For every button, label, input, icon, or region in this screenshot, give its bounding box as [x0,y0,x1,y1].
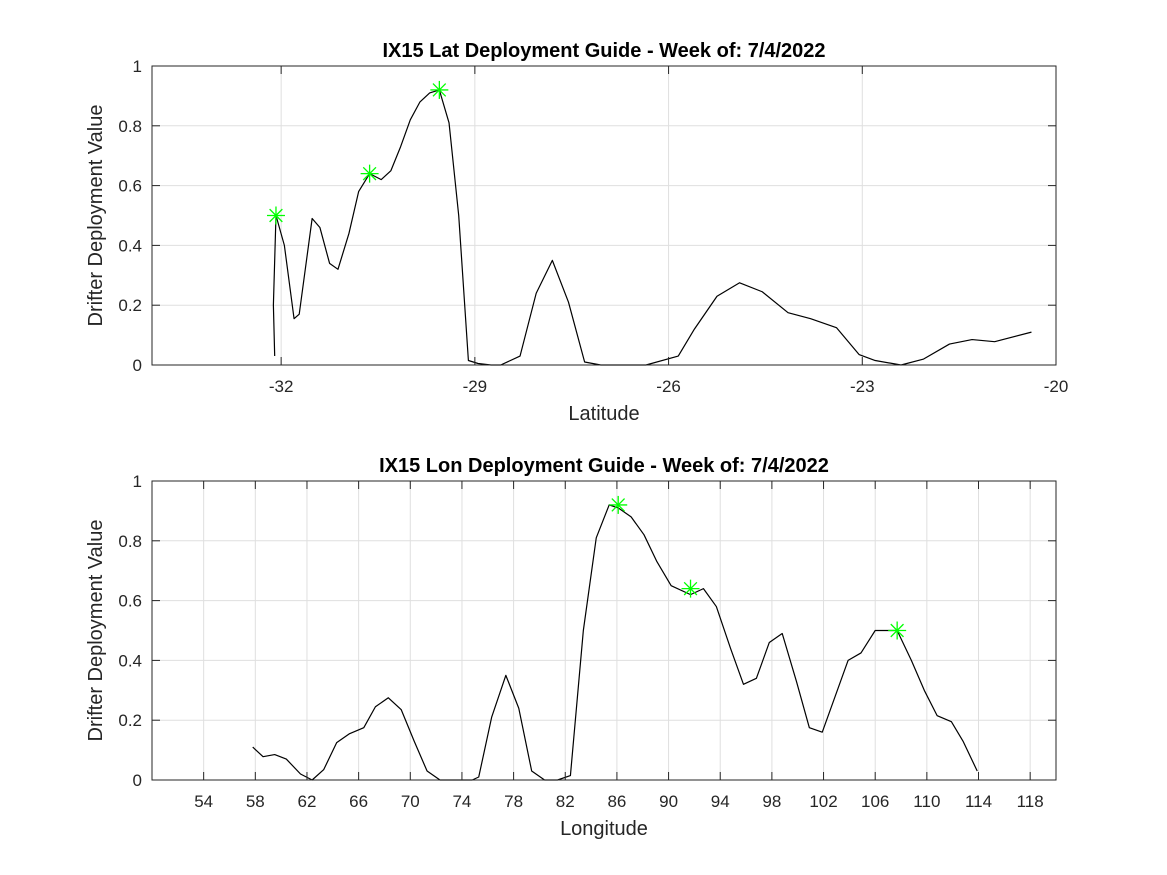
x-tick-label: 74 [452,792,471,811]
y-tick-label: 0.8 [118,532,142,551]
peak-marker [888,621,907,640]
y-tick-label: 0.8 [118,117,142,136]
y-tick-label: 0.2 [118,711,142,730]
y-axis-label: Drifter Deployment Value [85,520,107,742]
y-tick-label: 0.6 [118,177,142,196]
x-tick-label: 118 [1017,792,1044,811]
peak-marker [360,164,379,183]
y-tick-label: 0.2 [118,296,142,315]
x-tick-label: 78 [504,792,523,811]
marker-stroke [432,83,447,97]
x-tick-label: 66 [349,792,368,811]
plot-area [152,66,1056,365]
latitude-chart: -32 -29 -26 -23 -20 0 0.2 0.4 0.6 0.8 1 IX15 Lat D… [85,40,1068,425]
x-tick-label: 114 [965,792,992,811]
marker-stroke [683,581,698,596]
y-tick-label: 0 [133,356,142,375]
chart-title: IX15 Lat Deployment Guide - Week of: 7/4… [382,40,825,62]
plot-area [152,481,1056,780]
x-tick-label: -29 [463,377,488,396]
y-tick-label: 1 [133,57,142,76]
x-tick-label: -32 [269,377,294,396]
series-line [252,504,978,781]
x-tick-label: 70 [401,792,420,811]
x-axis-label: Latitude [568,403,639,425]
peak-markers [609,495,907,640]
x-tick-label: 82 [556,792,575,811]
y-tick-label: 1 [133,472,142,491]
x-tick-label: 58 [246,792,265,811]
axes-box [151,480,1057,781]
x-tick-label: 106 [861,792,889,811]
x-tick-label: 98 [762,792,781,811]
x-tick-label: -20 [1044,377,1069,396]
peak-marker [430,80,449,99]
x-tick-label: 54 [194,792,213,811]
x-tick-label: 94 [711,792,730,811]
marker-stroke [362,166,377,181]
chart-title: IX15 Lon Deployment Guide - Week of: 7/4… [379,455,829,477]
axes-box [151,65,1057,366]
y-tick-label: 0.4 [118,651,142,670]
y-axis-label: Drifter Deployment Value [85,105,107,327]
x-tick-label: 90 [659,792,678,811]
x-tick-label: -23 [850,377,875,396]
x-tick-label: 62 [298,792,317,811]
ticks: 54 58 62 66 70 74 78 82 86 90 94 98 102 106 110 114 118 0… [118,472,1056,811]
x-tick-label: 110 [913,792,940,811]
peak-markers [266,80,449,225]
x-tick-label: -26 [656,377,681,396]
peak-marker [609,495,628,514]
marker-stroke [269,208,283,223]
peak-marker [266,206,285,225]
marker-stroke [890,623,904,638]
y-tick-label: 0 [133,771,142,790]
grid [152,480,1056,781]
marker-stroke [611,498,626,512]
x-tick-label: 102 [809,792,837,811]
y-tick-label: 0.4 [118,236,142,255]
y-tick-label: 0.6 [118,592,142,611]
x-axis-label: Longitude [560,818,648,840]
x-tick-label: 86 [607,792,626,811]
longitude-chart: 54 58 62 66 70 74 78 82 86 90 94 98 102 106 110 114 118 0… [85,455,1057,840]
peak-marker [681,579,700,598]
ticks: -32 -29 -26 -23 -20 0 0.2 0.4 0.6 0.8 1 [118,57,1068,396]
